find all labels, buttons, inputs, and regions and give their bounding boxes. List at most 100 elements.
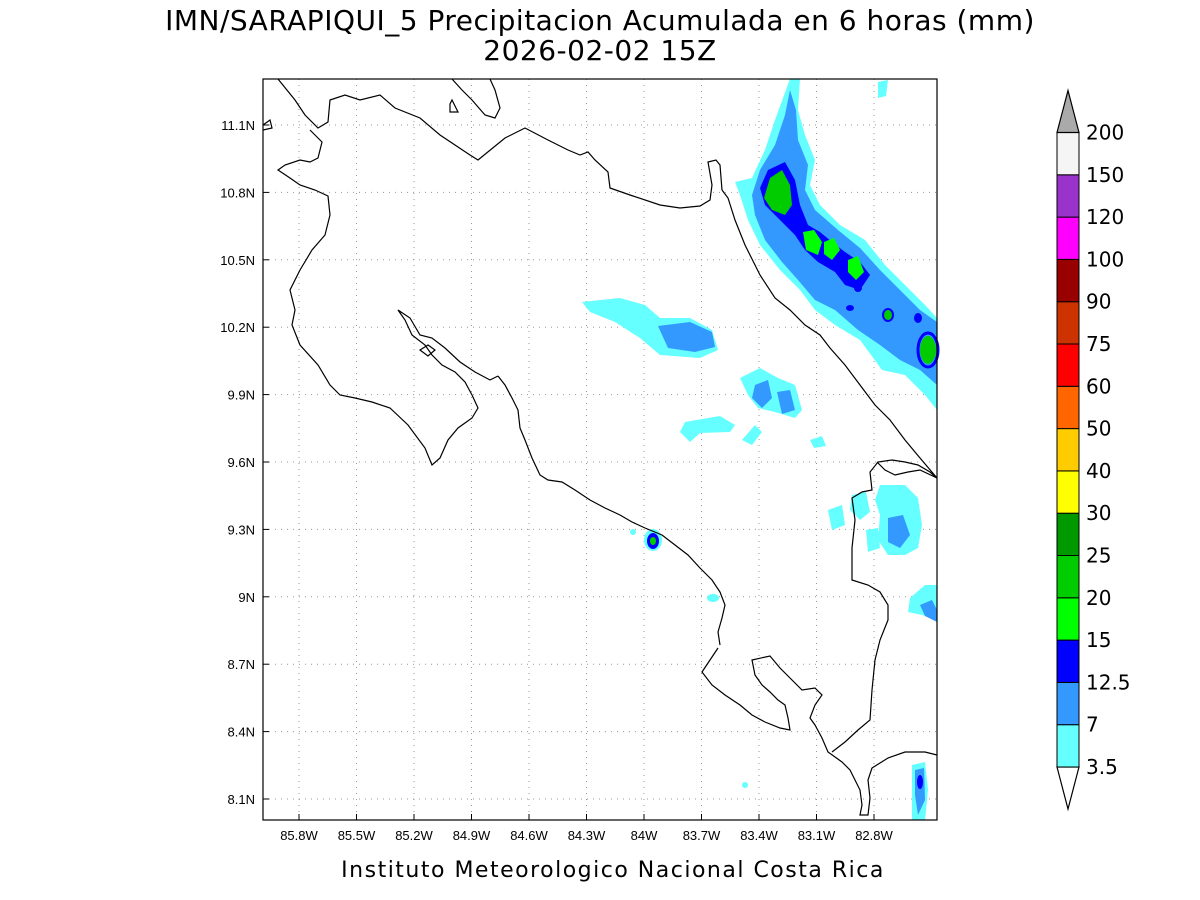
precip-central-mid [658,322,715,352]
tick-label-lon: 84.9W [453,828,491,843]
colorbar-label: 3.5 [1086,755,1118,779]
footer-institution: Instituto Meteorologico Nacional Costa R… [341,858,885,883]
coast-northwest [262,118,273,131]
map-panel: 85.8W 85.5W 85.2W 84.9W 84.6W 84.3W 84W 83.7W 83… [220,78,940,843]
precip-se-light4 [866,528,880,552]
gulf-nicoya-island [418,344,436,357]
precip-core-east2 [882,308,894,322]
colorbar: 3.5 7 12.5 15 20 25 30 40 50 60 75 90 100 120 150 200 [1056,88,1131,812]
precip-core-north [764,170,792,215]
colorbar-label: 90 [1086,290,1111,314]
precipitation-fields [582,79,940,820]
tick-label-lat: 9.3N [228,522,255,537]
tick-label-lon: 83.7W [683,828,721,843]
west-coast-guanacaste [276,129,499,467]
colorbar-label: 75 [1086,332,1111,356]
precip-se-mid5 [920,600,937,622]
colorbar-label: 12.5 [1086,670,1131,694]
colorbar-label: 30 [1086,501,1111,525]
map-subtitle-datetime: 2026-02-02 15Z [483,34,716,67]
small-island [449,98,459,113]
precip-bottom-strip-core [917,775,923,789]
colorbar-label: 25 [1086,544,1111,568]
colorbar-label: 150 [1086,163,1124,187]
colorbar-label: 50 [1086,417,1111,441]
tick-label-lat: 8.4N [228,725,255,740]
colorbar-label: 40 [1086,459,1111,483]
precip-patch-small1 [742,425,762,445]
panama-border [831,459,938,753]
colorbar-label: 200 [1086,121,1124,145]
tick-label-lat: 9N [238,590,255,605]
colorbar-segment [1056,639,1080,683]
colorbar-segment [1056,597,1080,641]
tick-label-lat: 9.6N [228,455,255,470]
axis-ticks: 85.8W 85.5W 85.2W 84.9W 84.6W 84.3W 84W 83.7W 83… [220,118,893,843]
precip-core-mid3 [848,256,864,280]
precip-dot-east4 [854,284,862,292]
precip-dot-east3 [914,313,922,323]
nicaragua-lake-shore [277,78,723,209]
precip-central2-mid [752,380,772,408]
colorbar-label: 15 [1086,628,1111,652]
precip-dot-east5 [846,305,854,311]
precip-core-east [920,336,936,364]
precip-core-mid2 [824,238,840,260]
precip-core-mid1 [803,230,822,255]
precip-dot-a [707,594,719,602]
tick-label-lon: 84.3W [568,828,606,843]
colorbar-label: 60 [1086,374,1111,398]
colorbar-segment [1056,681,1080,726]
precip-patch-small2 [810,436,826,448]
colorbar-segment [1056,174,1080,218]
graticule [263,79,937,820]
colorbar-segment [1056,724,1080,768]
colorbar-segment [1056,512,1080,557]
colorbar-label: 120 [1086,205,1124,229]
map-frame [262,78,938,821]
coastlines-borders [262,78,938,816]
precip-dot-b [630,529,636,535]
caribbean-se-coast [876,461,938,479]
colorbar-segment [1056,385,1080,430]
precip-pacific-cell-core [650,537,656,545]
tick-label-lat: 10.8N [220,185,255,200]
colorbar-segment [1056,216,1080,260]
tick-label-lon: 82.8W [855,828,893,843]
precip-central2-mid2 [777,390,795,414]
precip-ne-top-speck [878,80,888,98]
tick-label-lon: 84.6W [510,828,548,843]
map-title: IMN/SARAPIQUI_5 Precipitacion Acumulada … [165,4,1035,37]
colorbar-segment [1056,343,1080,387]
colorbar-label: 20 [1086,586,1111,610]
osa-peninsula [701,647,938,816]
nicaragua-north-coast [451,78,501,119]
tick-label-lat: 10.5N [220,253,255,268]
tick-label-lon: 83.1W [798,828,836,843]
precip-dot-c [742,782,748,788]
tick-label-lon: 84W [631,828,658,843]
colorbar-label: 100 [1086,247,1124,271]
tick-label-lon: 85.5W [338,828,376,843]
colorbar-upper-triangle [1056,88,1080,134]
colorbar-lower-triangle [1056,766,1080,812]
tick-label-lon: 85.2W [395,828,433,843]
tick-label-lat: 8.7N [228,657,255,672]
colorbar-segment [1056,555,1080,599]
colorbar-segment [1056,470,1080,514]
precip-se-mid [888,515,910,548]
colorbar-label: 7 [1086,713,1099,737]
tick-label-lat: 10.2N [220,320,255,335]
tick-label-lon: 85.8W [280,828,318,843]
tick-label-lat: 9.9N [228,388,255,403]
tick-label-lat: 8.1N [228,792,255,807]
tick-label-lon: 83.4W [740,828,778,843]
tick-label-lat: 11.1N [221,118,255,133]
colorbar-segment [1056,132,1080,176]
costa-rica-pacific-coast [721,189,938,479]
precip-se-light2 [850,492,870,520]
precip-se-light3 [828,505,845,530]
colorbar-segment [1056,301,1080,345]
central-pacific-coast [497,375,726,646]
